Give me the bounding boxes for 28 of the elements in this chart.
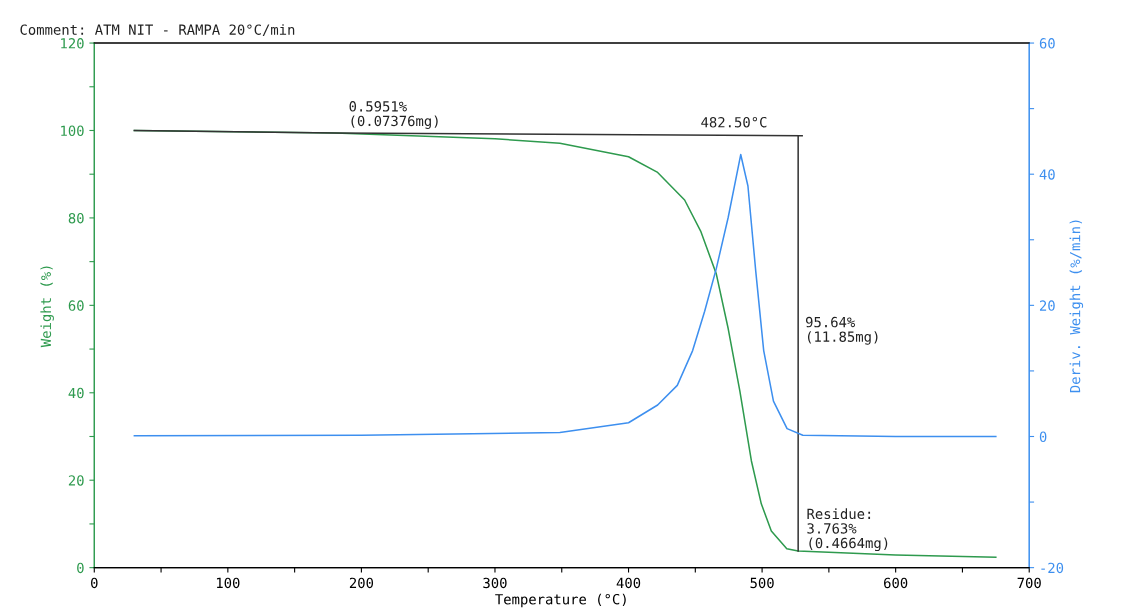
- x-axis-title: Temperature (°C): [495, 593, 626, 608]
- y-tick-label: 40: [68, 387, 84, 399]
- x-tick-label: 600: [884, 577, 908, 589]
- x-tick-label: 400: [616, 577, 641, 589]
- y2-tick-label: -20: [1041, 562, 1064, 574]
- y2-tick-label: 60: [1039, 38, 1055, 49]
- chart-title: Comment: ATM NIT - RAMPA 20°C/min: [20, 24, 295, 37]
- annotation: 0.5951% (0.07376mg): [349, 101, 438, 129]
- y-tick-label: 20: [68, 475, 84, 486]
- annotation: 95.64% (11.85mg): [805, 316, 878, 345]
- annotation: Residue: 3.763% (0.4664mg): [807, 508, 888, 552]
- y2-tick-label: 0: [1039, 431, 1047, 443]
- y-tick-label: 120: [61, 38, 84, 49]
- y-tick-label: 60: [68, 300, 84, 311]
- x-tick-label: 700: [1017, 577, 1041, 589]
- y-axis-title: Weight (%): [40, 266, 54, 348]
- y2-tick-label: 20: [1039, 300, 1055, 311]
- x-tick-label: 500: [750, 577, 774, 589]
- x-tick-label: 0: [91, 577, 98, 589]
- y-tick-label: 100: [61, 125, 84, 136]
- y-tick-label: 0: [77, 562, 84, 574]
- y2-tick-label: 40: [1039, 169, 1055, 180]
- y-tick-label: 80: [68, 212, 84, 224]
- x-tick-label: 100: [216, 577, 240, 589]
- x-tick-label: 200: [349, 577, 374, 589]
- y2-axis-title: Deriv. Weight (%/min): [1069, 220, 1084, 393]
- annotation: 482.50°C: [701, 116, 767, 128]
- x-tick-label: 300: [483, 577, 507, 589]
